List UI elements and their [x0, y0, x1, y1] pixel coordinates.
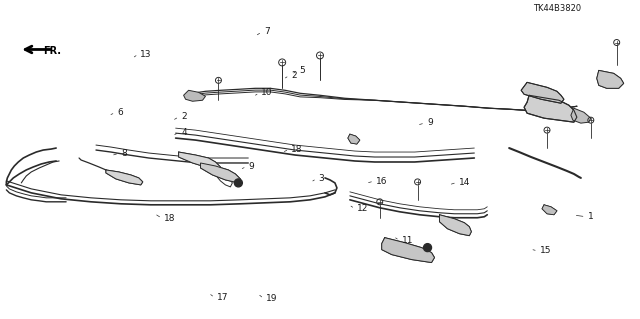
- Text: 2: 2: [291, 71, 297, 80]
- Polygon shape: [596, 70, 623, 88]
- Text: 12: 12: [357, 204, 369, 213]
- Polygon shape: [381, 238, 435, 263]
- Text: 17: 17: [217, 293, 228, 302]
- Text: 10: 10: [261, 88, 273, 97]
- Text: 4: 4: [181, 128, 187, 137]
- Text: 15: 15: [540, 247, 551, 256]
- Text: 6: 6: [117, 108, 123, 117]
- Text: 11: 11: [401, 236, 413, 245]
- Text: 3: 3: [319, 174, 324, 183]
- Text: 9: 9: [427, 118, 433, 128]
- Polygon shape: [521, 82, 564, 103]
- Text: 18: 18: [291, 145, 303, 154]
- Circle shape: [234, 179, 243, 187]
- Polygon shape: [106, 170, 143, 185]
- Text: 8: 8: [121, 149, 127, 158]
- Polygon shape: [179, 152, 220, 170]
- Circle shape: [424, 244, 431, 252]
- Text: 18: 18: [164, 214, 175, 223]
- Text: FR.: FR.: [44, 47, 61, 56]
- Polygon shape: [348, 134, 360, 144]
- Text: 13: 13: [140, 49, 152, 59]
- Polygon shape: [542, 205, 557, 215]
- Text: 2: 2: [181, 112, 187, 121]
- Text: 7: 7: [264, 27, 269, 36]
- Polygon shape: [440, 215, 471, 236]
- Text: 16: 16: [376, 177, 388, 186]
- Polygon shape: [200, 163, 241, 183]
- Text: 14: 14: [459, 178, 470, 187]
- Text: 9: 9: [248, 162, 254, 171]
- Text: 5: 5: [300, 66, 305, 75]
- Polygon shape: [524, 95, 577, 122]
- Text: 19: 19: [266, 294, 277, 303]
- Text: 1: 1: [588, 212, 593, 221]
- Polygon shape: [184, 90, 205, 101]
- Polygon shape: [571, 108, 591, 123]
- Text: TK44B3820: TK44B3820: [534, 4, 582, 13]
